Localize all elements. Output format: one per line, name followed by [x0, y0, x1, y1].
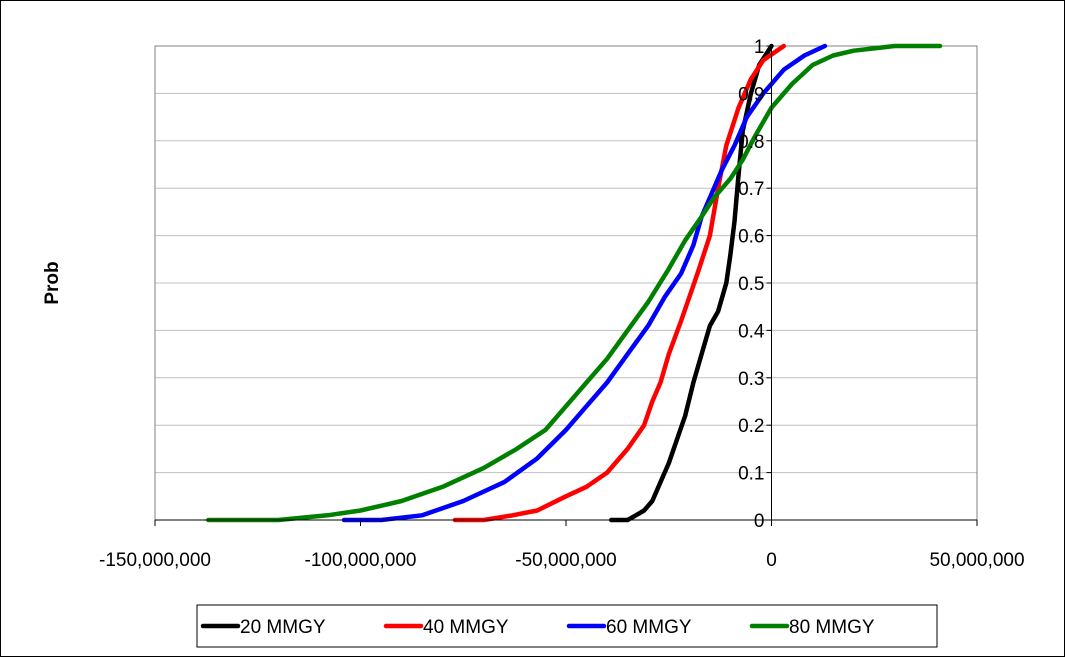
gridlines — [155, 92, 977, 474]
legend-label-1: 20 MMGY — [240, 617, 326, 638]
y-tick-label: 0.3 — [738, 369, 764, 390]
y-tick-labels: 0 0.1 0.2 0.3 0.4 0.5 0.6 0.7 0.8 0.9 1 — [738, 37, 765, 532]
legend-label-2: 40 MMGY — [423, 617, 509, 638]
series-line-4 — [206, 43, 943, 523]
series-line-2 — [452, 43, 787, 523]
y-tick-label: 0.1 — [738, 464, 764, 485]
legend: 20 MMGY 40 MMGY 60 MMGY 80 MMGY — [196, 604, 938, 648]
y-tick-label: 0.9 — [738, 84, 764, 105]
x-tick-label: -100,000,000 — [305, 550, 417, 571]
y-tick-label: 0.2 — [738, 416, 764, 437]
x-tick-label: -150,000,000 — [99, 550, 211, 571]
series-lines — [206, 43, 943, 523]
y-axis-title: Prob — [42, 261, 63, 304]
y-tick-label: 0 — [754, 511, 765, 532]
legend-label-3: 60 MMGY — [606, 617, 692, 638]
x-tick-labels: -150,000,000 -100,000,000 -50,000,000 0 50,0… — [99, 550, 1025, 571]
axes — [154, 45, 978, 526]
y-tick-label: 0.8 — [738, 132, 764, 153]
x-tick-label: -50,000,000 — [515, 550, 616, 571]
legend-label-4: 80 MMGY — [789, 617, 875, 638]
x-tick-label: 0 — [766, 550, 777, 571]
x-tick-label: 50,000,000 — [929, 550, 1024, 571]
y-tick-label: 0.7 — [738, 179, 764, 200]
y-tick-label: 0.5 — [738, 274, 764, 295]
y-tick-label: 0.4 — [738, 321, 765, 342]
series-line-3 — [341, 43, 828, 523]
y-tick-label: 0.6 — [738, 227, 764, 248]
series-line-1 — [608, 43, 774, 523]
y-tick-label: 1 — [754, 37, 765, 58]
